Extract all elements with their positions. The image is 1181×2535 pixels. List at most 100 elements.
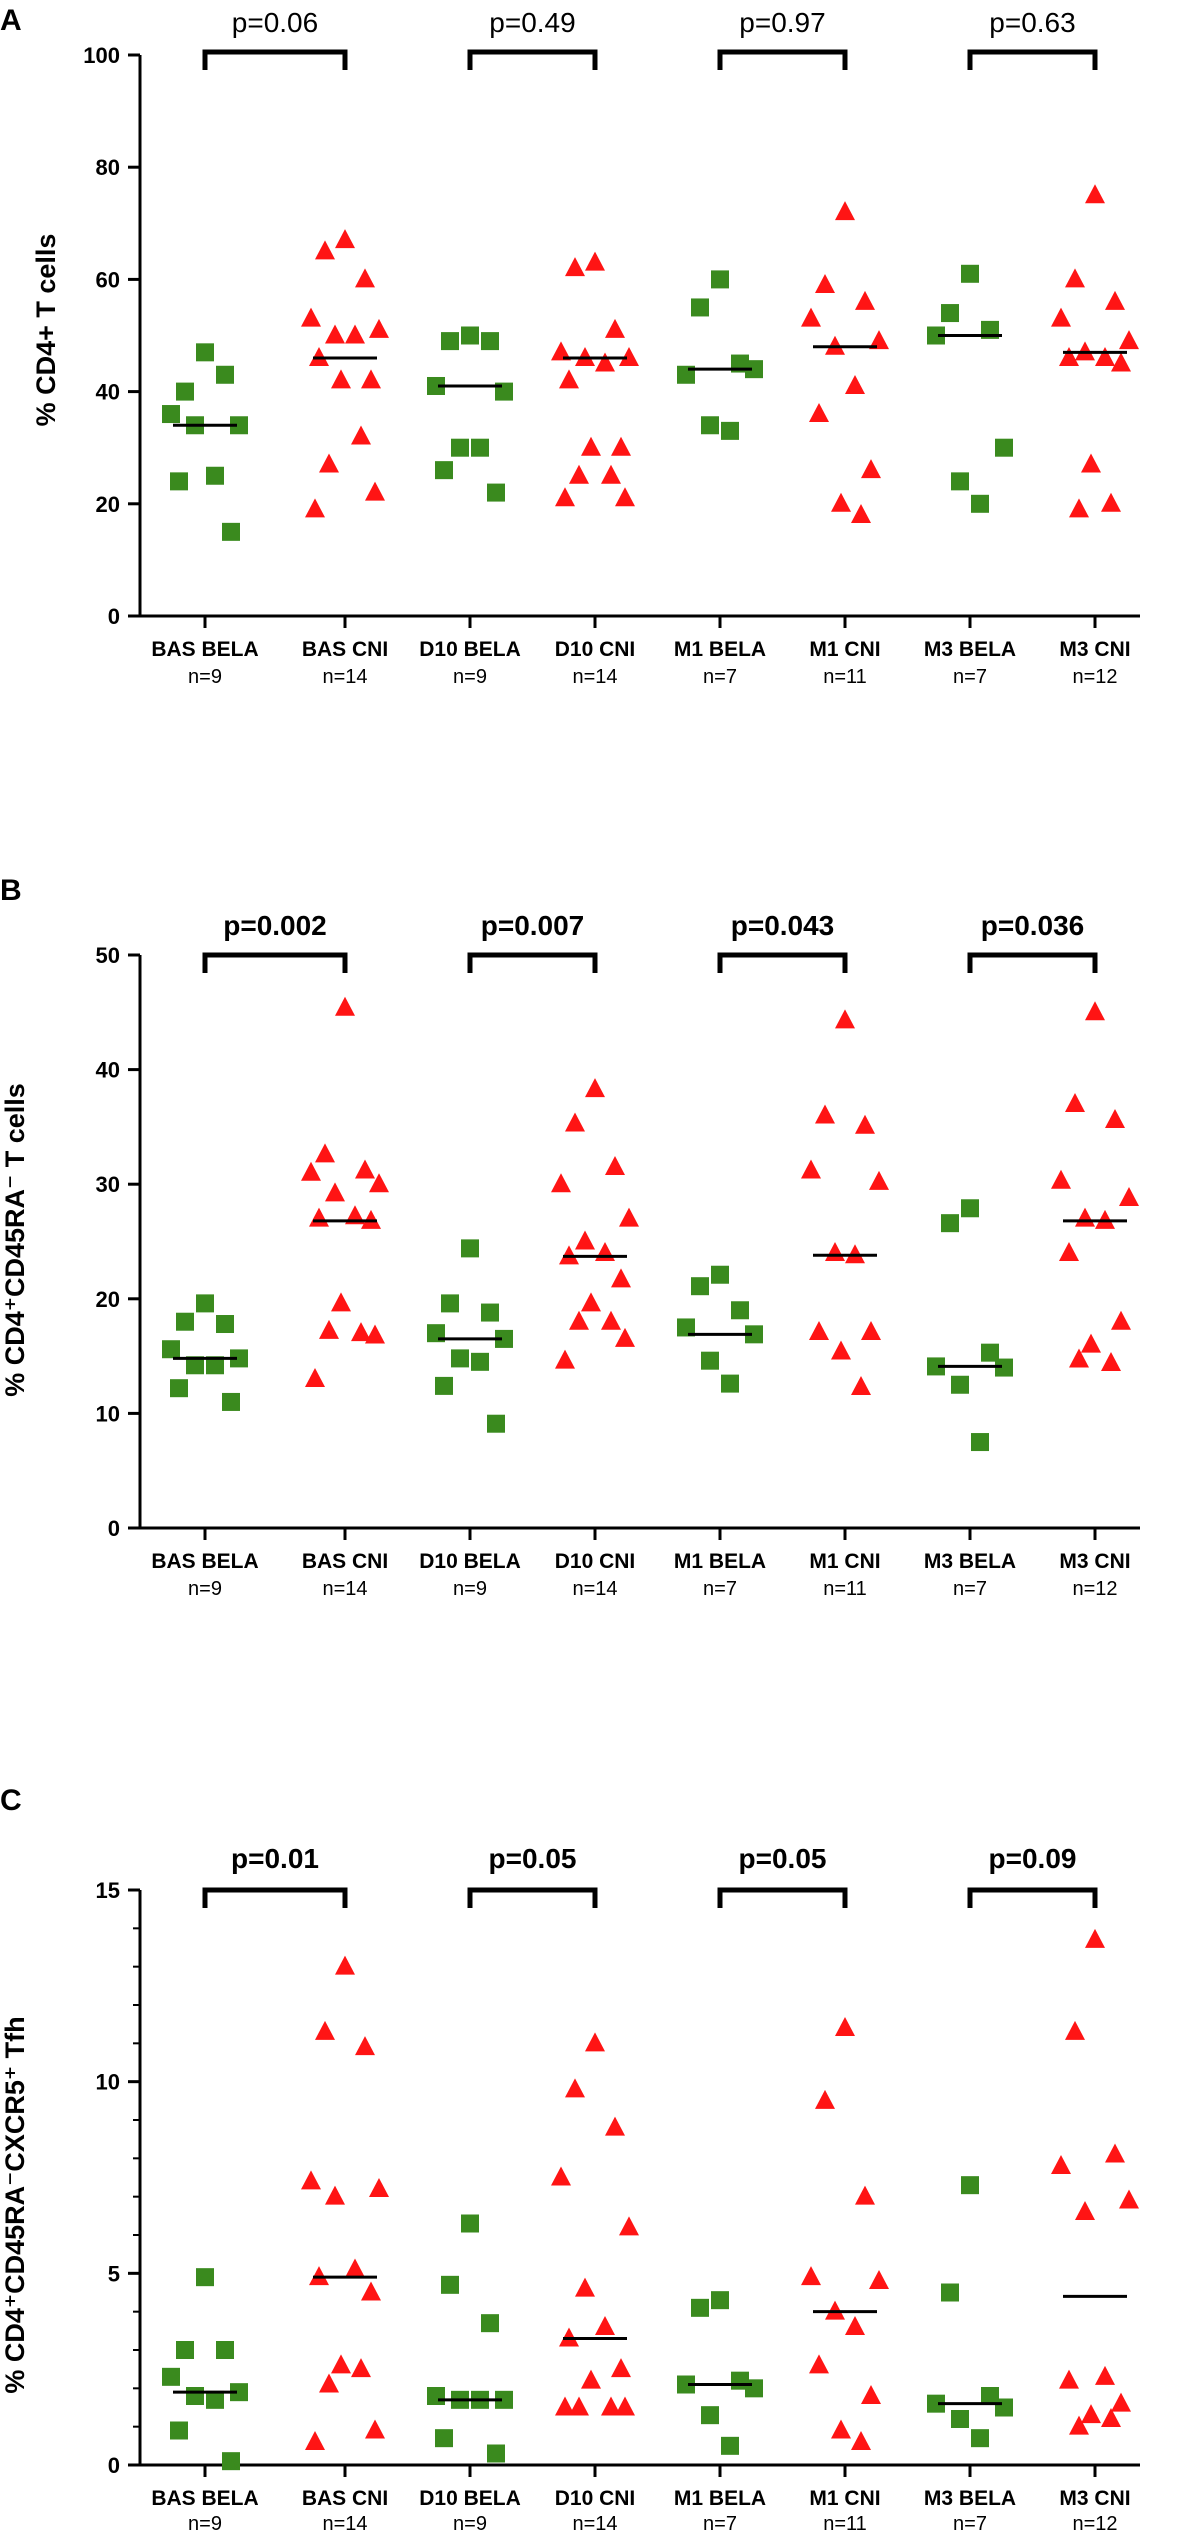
y-ticks: 0 5 10 15 <box>96 1878 140 2478</box>
bela-point <box>941 1214 959 1233</box>
bela-point <box>222 522 240 541</box>
bela-point <box>451 1349 469 1368</box>
cni-point <box>605 2116 625 2136</box>
cni-point <box>615 487 635 507</box>
sample-size-label: n=14 <box>322 2513 367 2535</box>
p-value-label: p=0.05 <box>489 1843 577 1874</box>
p-value-label: p=0.036 <box>981 910 1085 941</box>
bela-point <box>451 438 469 457</box>
cni-point <box>831 1340 851 1360</box>
bela-point <box>961 264 979 283</box>
cni-point <box>369 1173 389 1193</box>
bela-point <box>951 1375 969 1394</box>
cni-point <box>601 2396 621 2416</box>
p-value-label: p=0.63 <box>989 7 1075 38</box>
cni-point <box>325 1182 345 1202</box>
cni-point <box>1085 184 1105 204</box>
y-axis-label: % CD4+ T cells <box>31 234 61 427</box>
sample-size-label: n=14 <box>322 1578 367 1600</box>
p-value-brackets: p=0.06 p=0.49 p=0.97 p=0.63 <box>202 7 1098 70</box>
cni-point <box>1119 330 1139 350</box>
bela-point <box>176 2341 194 2359</box>
category-label: M1 CNI <box>809 1550 880 1573</box>
cni-point <box>585 251 605 271</box>
cni-point <box>831 2419 851 2439</box>
cni-point <box>835 201 855 221</box>
cni-point <box>869 330 889 350</box>
bela-point <box>927 2394 945 2413</box>
cni-point <box>1105 290 1125 310</box>
cni-point <box>605 1156 625 1176</box>
y-tick-label: 40 <box>96 1058 120 1083</box>
y-tick-label: 10 <box>96 1401 120 1426</box>
p-value-label: p=0.97 <box>739 7 825 38</box>
cni-point <box>319 1319 339 1339</box>
bela-point <box>435 1376 453 1395</box>
bela-point <box>677 1318 695 1337</box>
cni-point <box>1059 346 1079 366</box>
bela-point <box>691 2298 709 2317</box>
cni-point <box>585 2032 605 2052</box>
cni-point <box>569 464 589 484</box>
p-value-label: p=0.06 <box>232 7 318 38</box>
cni-point <box>1119 1186 1139 1206</box>
cni-point <box>1059 2369 1079 2389</box>
cni-point <box>1069 1348 1089 1368</box>
cni-point <box>855 1114 875 1134</box>
cni-point <box>581 2369 601 2389</box>
p-value-label: p=0.007 <box>481 910 585 941</box>
bela-point <box>995 2398 1013 2417</box>
cni-point <box>315 2020 335 2040</box>
bela-point <box>206 2390 224 2409</box>
cni-point <box>345 324 365 344</box>
category-label: M1 BELA <box>674 1550 766 1573</box>
category-label: BAS BELA <box>151 1550 258 1573</box>
sample-size-label: n=9 <box>188 2513 222 2535</box>
bela-point <box>481 1303 499 1322</box>
bela-point <box>927 326 945 345</box>
median-lines <box>173 334 1127 427</box>
bela-point <box>701 416 719 435</box>
cni-point <box>1069 498 1089 518</box>
cni-point <box>351 2358 371 2378</box>
cni-point <box>1101 492 1121 512</box>
category-label: M3 CNI <box>1059 2487 1130 2510</box>
cni-point <box>801 307 821 327</box>
bela-point <box>971 2429 989 2448</box>
bela-point <box>487 2444 505 2463</box>
category-label: BAS CNI <box>302 2487 388 2510</box>
cni-point <box>555 2396 575 2416</box>
category-label: D10 CNI <box>555 2487 636 2510</box>
category-label: M3 BELA <box>924 638 1016 661</box>
bela-point <box>435 461 453 480</box>
cni-point <box>801 2266 821 2286</box>
significance-bracket <box>467 952 598 973</box>
cni-point <box>581 436 601 456</box>
cni-point <box>861 2385 881 2404</box>
cni-point <box>355 268 375 288</box>
sample-size-label: n=12 <box>1072 1578 1117 1600</box>
panel-letter: C <box>0 1784 22 1817</box>
cni-point <box>595 1241 615 1261</box>
y-tick-label: 100 <box>83 43 120 68</box>
cni-point <box>619 346 639 366</box>
p-value-brackets: p=0.002 p=0.007 p=0.043 p=0.036 <box>202 910 1098 973</box>
cni-point <box>825 1241 845 1261</box>
cni-point <box>1075 1207 1095 1227</box>
cni-point <box>845 2316 865 2335</box>
panel-letter: A <box>0 4 22 37</box>
cni-point <box>305 498 325 518</box>
sample-size-label: n=7 <box>953 1578 987 1600</box>
category-label: BAS BELA <box>151 638 258 661</box>
y-axis-label-part: % CD4⁺CD45RA⁻ T cells <box>0 1083 30 1397</box>
cni-point <box>1095 2365 1115 2385</box>
cni-point <box>851 1376 871 1396</box>
bela-point <box>222 2452 240 2471</box>
bela-point <box>186 1356 204 1375</box>
significance-bracket <box>467 1887 598 1908</box>
cni-point <box>369 318 389 338</box>
cni-point <box>551 2166 571 2186</box>
cni-point <box>569 2396 589 2416</box>
data-points <box>162 1928 1139 2471</box>
bela-point <box>961 2176 979 2195</box>
